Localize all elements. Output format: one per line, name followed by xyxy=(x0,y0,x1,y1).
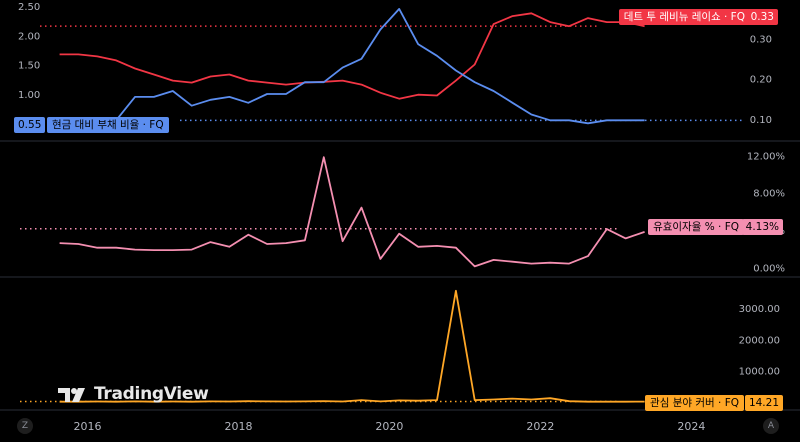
x-tick-label: 2022 xyxy=(526,420,554,433)
series-label-effective-interest: 유효이자율 % · FQ xyxy=(648,219,744,235)
left-y-tick-label: 1.50 xyxy=(18,61,40,72)
tradingview-logo-text: TradingView xyxy=(94,384,209,404)
tradingview-logo-icon xyxy=(58,388,85,402)
series-line-debt-to-revenue xyxy=(59,12,645,100)
x-tick-label: 2018 xyxy=(224,420,252,433)
x-tick-label: 2024 xyxy=(677,420,705,433)
series-line-interest-coverage xyxy=(59,289,645,403)
tradingview-logo: TradingView xyxy=(58,382,209,406)
series-value-interest-coverage: 14.21 xyxy=(744,395,783,411)
left-y-tick-label: 1.00 xyxy=(18,90,40,101)
left-y-tick-label: 2.00 xyxy=(18,31,40,42)
series-label-interest-coverage: 관심 분야 커버 · FQ xyxy=(645,395,744,411)
series-line-effective-interest xyxy=(59,156,645,268)
right-y-tick-label: 0.30 xyxy=(750,34,772,45)
x-tick-label: 2020 xyxy=(375,420,403,433)
series-line-debt-to-cash xyxy=(59,8,645,125)
series-label-debt-to-revenue: 데트 투 레비뉴 레이쇼 · FQ xyxy=(618,9,750,25)
left-y-tick-label: 2.50 xyxy=(18,2,40,13)
right-y-tick-label: 3000.00 xyxy=(739,304,780,315)
series-value-debt-to-cash: 0.55 xyxy=(14,117,46,133)
right-y-tick-label: 1000.00 xyxy=(739,367,780,378)
x-tick-label: 2016 xyxy=(73,420,101,433)
timezone-button[interactable]: Z xyxy=(17,418,33,434)
right-y-tick-label: 0.10 xyxy=(750,115,772,126)
right-y-tick-label: 2000.00 xyxy=(739,335,780,346)
series-value-debt-to-revenue: 0.33 xyxy=(746,9,778,25)
series-value-effective-interest: 4.13% xyxy=(741,219,783,235)
auto-scale-button[interactable]: A xyxy=(763,418,779,434)
right-y-tick-label: 12.00% xyxy=(747,151,785,162)
right-y-tick-label: 8.00% xyxy=(753,189,785,200)
series-label-debt-to-cash: 현금 대비 부채 비율 · FQ xyxy=(47,117,169,133)
right-y-tick-label: 0.00% xyxy=(753,263,785,274)
right-y-tick-label: 0.20 xyxy=(750,75,772,86)
